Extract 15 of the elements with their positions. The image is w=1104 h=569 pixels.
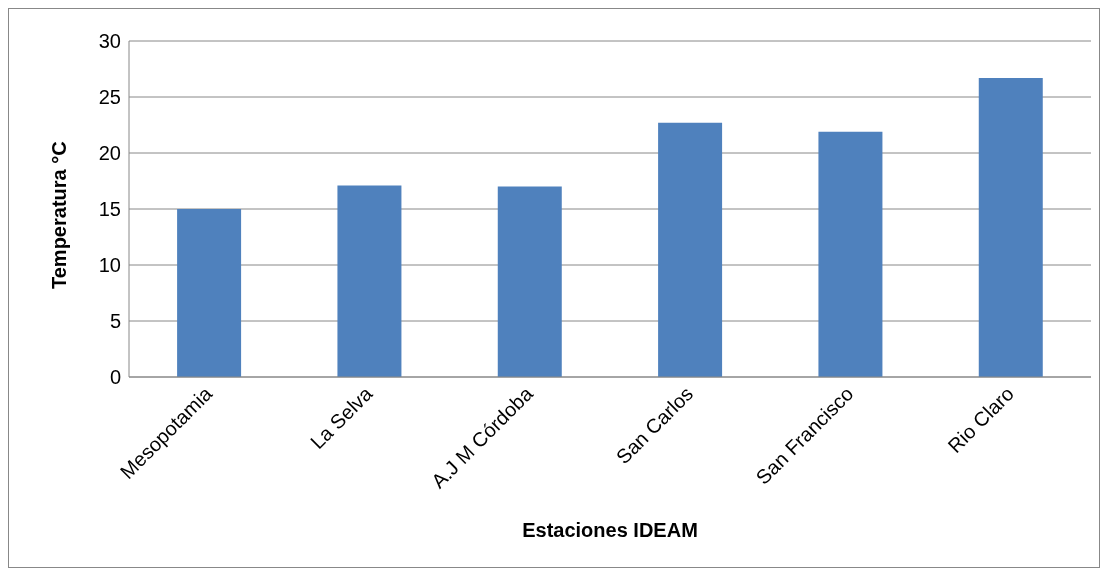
y-tick-label: 20 <box>98 142 121 165</box>
bar <box>177 209 242 377</box>
y-axis-title: Temperatura °C <box>48 141 71 289</box>
bar <box>978 77 1043 377</box>
bar <box>497 186 562 377</box>
y-tick-label: 10 <box>98 254 121 277</box>
y-tick-label: 30 <box>98 30 121 53</box>
y-tick-label: 25 <box>98 86 121 109</box>
bar <box>658 122 723 377</box>
bar <box>818 131 883 377</box>
y-tick-label: 5 <box>109 310 121 333</box>
y-tick-label: 0 <box>109 366 121 389</box>
bar <box>337 185 402 377</box>
y-tick-label: 15 <box>98 198 121 221</box>
x-axis-title: Estaciones IDEAM <box>522 519 698 541</box>
